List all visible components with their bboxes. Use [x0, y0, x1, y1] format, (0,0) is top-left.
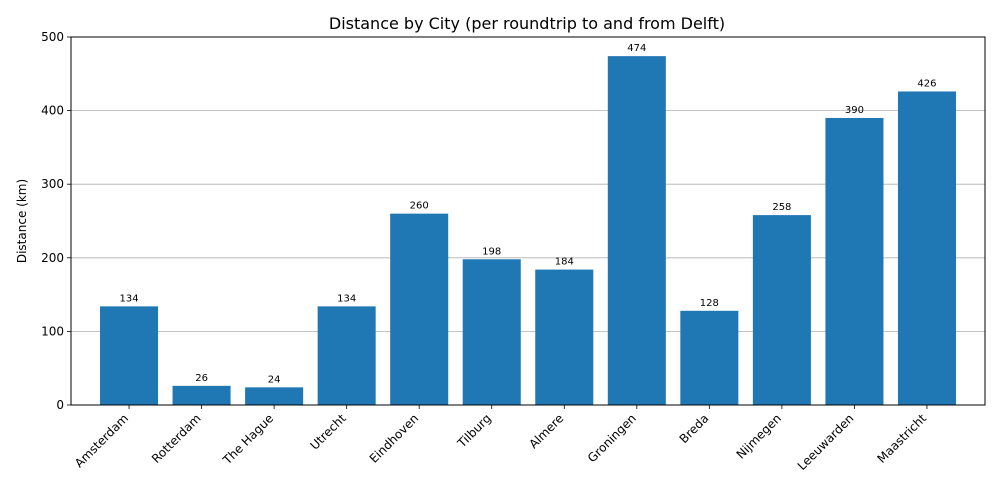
bar: [680, 310, 739, 405]
data-label: 134: [337, 293, 356, 304]
data-label: 390: [845, 105, 864, 116]
bar: [825, 117, 884, 406]
bar: [317, 306, 376, 405]
y-tick-label: 500: [41, 30, 64, 44]
y-tick-label: 100: [41, 324, 64, 338]
data-label: 26: [195, 373, 208, 384]
bar: [172, 385, 231, 405]
bar: [462, 259, 521, 405]
data-label: 184: [555, 257, 574, 268]
data-label: 198: [482, 246, 501, 257]
data-label: 134: [119, 293, 138, 304]
bar: [752, 215, 811, 405]
data-labels: 134 26 24 134 260 198 184 474 128 258 390 426: [119, 43, 936, 385]
y-tick-label: 300: [41, 177, 64, 191]
plot-frame: [70, 36, 986, 406]
data-label: 426: [917, 78, 936, 89]
bar: [897, 91, 956, 406]
y-tick-label: 400: [41, 104, 64, 118]
y-axis-label: Distance (km): [15, 179, 29, 263]
bar: [100, 306, 159, 405]
data-label: 258: [772, 202, 791, 213]
bar: [390, 213, 449, 405]
y-tick-label: 0: [56, 398, 64, 412]
data-label: 260: [410, 201, 429, 212]
bars: [100, 56, 956, 406]
bar: [535, 269, 594, 405]
axes: [70, 36, 986, 406]
data-label: 474: [627, 43, 646, 54]
bar: [607, 56, 666, 406]
data-label: 24: [268, 374, 281, 385]
y-ticks: 0 100 200 300 400 500: [41, 30, 71, 412]
data-label: 128: [700, 298, 719, 309]
y-tick-label: 200: [41, 251, 64, 265]
bar: [245, 387, 304, 405]
chart-title: Distance by City (per roundtrip to and f…: [329, 14, 725, 33]
